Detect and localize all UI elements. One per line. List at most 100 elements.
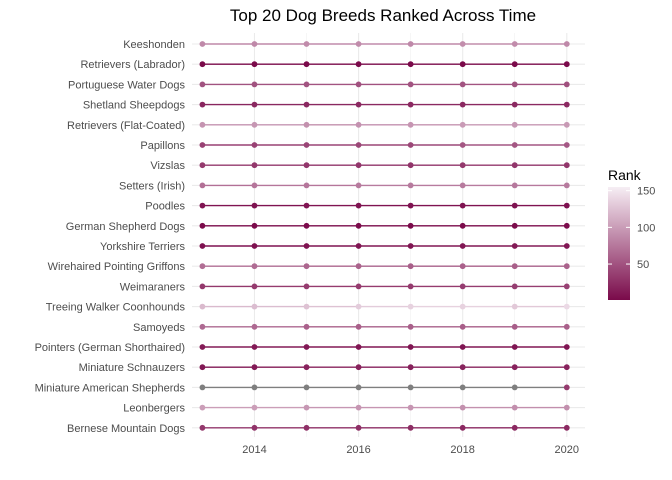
data-point bbox=[563, 404, 570, 411]
data-point bbox=[199, 121, 206, 128]
data-point bbox=[563, 263, 570, 270]
data-point bbox=[511, 384, 518, 391]
data-point bbox=[199, 202, 206, 209]
data-point bbox=[303, 303, 310, 310]
legend-colorbar bbox=[608, 187, 630, 300]
data-point bbox=[563, 101, 570, 108]
data-point bbox=[459, 142, 466, 148]
data-point bbox=[303, 384, 310, 391]
y-tick-label: Retrievers (Labrador) bbox=[80, 59, 185, 71]
data-point bbox=[303, 81, 310, 88]
data-point bbox=[459, 404, 466, 411]
data-point bbox=[563, 121, 570, 128]
data-point bbox=[563, 222, 570, 229]
data-point bbox=[511, 323, 518, 330]
y-tick-label: German Shepherd Dogs bbox=[66, 221, 186, 233]
data-point bbox=[251, 404, 258, 411]
data-point bbox=[407, 364, 414, 371]
data-point bbox=[511, 263, 518, 270]
data-point bbox=[563, 243, 570, 249]
data-point bbox=[407, 384, 414, 391]
data-point bbox=[459, 162, 466, 169]
data-point bbox=[199, 384, 206, 391]
data-point bbox=[355, 182, 362, 189]
data-point bbox=[511, 283, 518, 290]
data-point bbox=[407, 202, 414, 209]
data-point bbox=[407, 344, 414, 350]
data-point bbox=[407, 41, 414, 47]
legend-tick-label: 150 bbox=[637, 186, 655, 198]
data-point bbox=[355, 283, 362, 290]
data-point bbox=[199, 344, 206, 350]
data-point bbox=[355, 81, 362, 88]
x-tick-label: 2014 bbox=[242, 444, 266, 456]
data-point bbox=[199, 364, 206, 371]
y-tick-label: Shetland Sheepdogs bbox=[83, 100, 186, 112]
data-point bbox=[511, 303, 518, 310]
data-point bbox=[511, 121, 518, 128]
data-point bbox=[251, 303, 258, 310]
data-point bbox=[407, 61, 414, 68]
data-point bbox=[563, 182, 570, 189]
data-point bbox=[407, 303, 414, 310]
data-point bbox=[407, 162, 414, 169]
data-point bbox=[355, 384, 362, 391]
data-point bbox=[355, 303, 362, 310]
data-point bbox=[407, 424, 414, 431]
data-point bbox=[303, 202, 310, 209]
data-point bbox=[563, 142, 570, 148]
data-point bbox=[303, 121, 310, 128]
data-point bbox=[355, 404, 362, 411]
plot-area: Keeshonden Retrievers (Labrador) Portugues… bbox=[35, 33, 585, 456]
data-point bbox=[459, 101, 466, 108]
data-point bbox=[199, 41, 206, 47]
data-point bbox=[459, 81, 466, 88]
y-tick-label: Yorkshire Terriers bbox=[100, 241, 185, 253]
data-point bbox=[251, 182, 258, 189]
data-point bbox=[459, 283, 466, 290]
data-point bbox=[355, 222, 362, 229]
y-tick-label: Vizslas bbox=[150, 160, 185, 172]
data-point bbox=[407, 81, 414, 88]
data-point bbox=[303, 162, 310, 169]
data-point bbox=[563, 162, 570, 169]
data-point bbox=[511, 142, 518, 148]
y-tick-label: Setters (Irish) bbox=[119, 180, 185, 192]
data-point bbox=[459, 121, 466, 128]
y-tick-label: Poodles bbox=[145, 201, 185, 213]
y-tick-label: Miniature Schnauzers bbox=[79, 362, 186, 374]
data-point bbox=[251, 222, 258, 229]
data-point bbox=[511, 243, 518, 249]
data-point bbox=[511, 202, 518, 209]
data-point bbox=[251, 61, 258, 68]
data-point bbox=[251, 162, 258, 169]
data-point bbox=[511, 344, 518, 350]
data-point bbox=[251, 424, 258, 431]
data-point bbox=[355, 101, 362, 108]
data-point bbox=[563, 202, 570, 209]
data-point bbox=[511, 222, 518, 229]
data-point bbox=[355, 344, 362, 350]
data-point bbox=[199, 182, 206, 189]
data-point bbox=[355, 61, 362, 68]
data-point bbox=[511, 101, 518, 108]
y-tick-label: Pointers (German Shorthaired) bbox=[35, 342, 185, 354]
data-point bbox=[303, 61, 310, 68]
data-point bbox=[563, 323, 570, 330]
data-point bbox=[303, 142, 310, 148]
data-point bbox=[407, 404, 414, 411]
data-point bbox=[355, 142, 362, 148]
data-point bbox=[459, 61, 466, 68]
data-point bbox=[251, 142, 258, 148]
data-point bbox=[251, 81, 258, 88]
y-tick-label: Bernese Mountain Dogs bbox=[67, 423, 186, 435]
data-point bbox=[407, 283, 414, 290]
data-point bbox=[199, 101, 206, 108]
data-point bbox=[199, 424, 206, 431]
data-point bbox=[199, 142, 206, 148]
y-tick-label: Treeing Walker Coonhounds bbox=[46, 302, 186, 314]
data-point bbox=[251, 323, 258, 330]
data-point bbox=[303, 243, 310, 249]
y-tick-label: Papillons bbox=[140, 140, 185, 152]
data-point bbox=[303, 182, 310, 189]
